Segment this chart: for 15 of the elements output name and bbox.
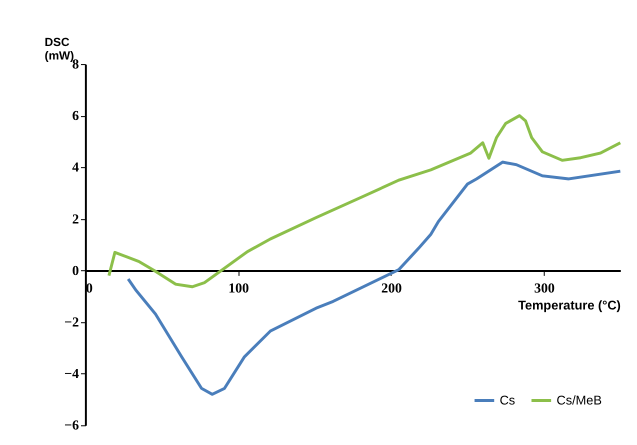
y-tick-label: 6 <box>72 108 80 124</box>
y-tick-label: 8 <box>72 56 80 72</box>
y-tick-label: 2 <box>72 211 80 226</box>
legend-label: Cs <box>500 392 516 408</box>
y-tick-label: −2 <box>64 314 80 330</box>
line-series <box>126 160 622 396</box>
x-axis-title: Temperature (°C) <box>518 297 621 312</box>
y-tick-label: 0 <box>72 262 80 278</box>
x-tick-label: 300 <box>534 280 555 296</box>
y-tick-label: −6 <box>64 418 80 433</box>
y-tick-label: 4 <box>72 160 80 175</box>
x-tick-label: 100 <box>228 280 250 296</box>
y-tick-label: −4 <box>64 366 80 382</box>
x-tick-label: 200 <box>381 280 402 296</box>
legend-label: Cs/MeB <box>556 392 602 408</box>
